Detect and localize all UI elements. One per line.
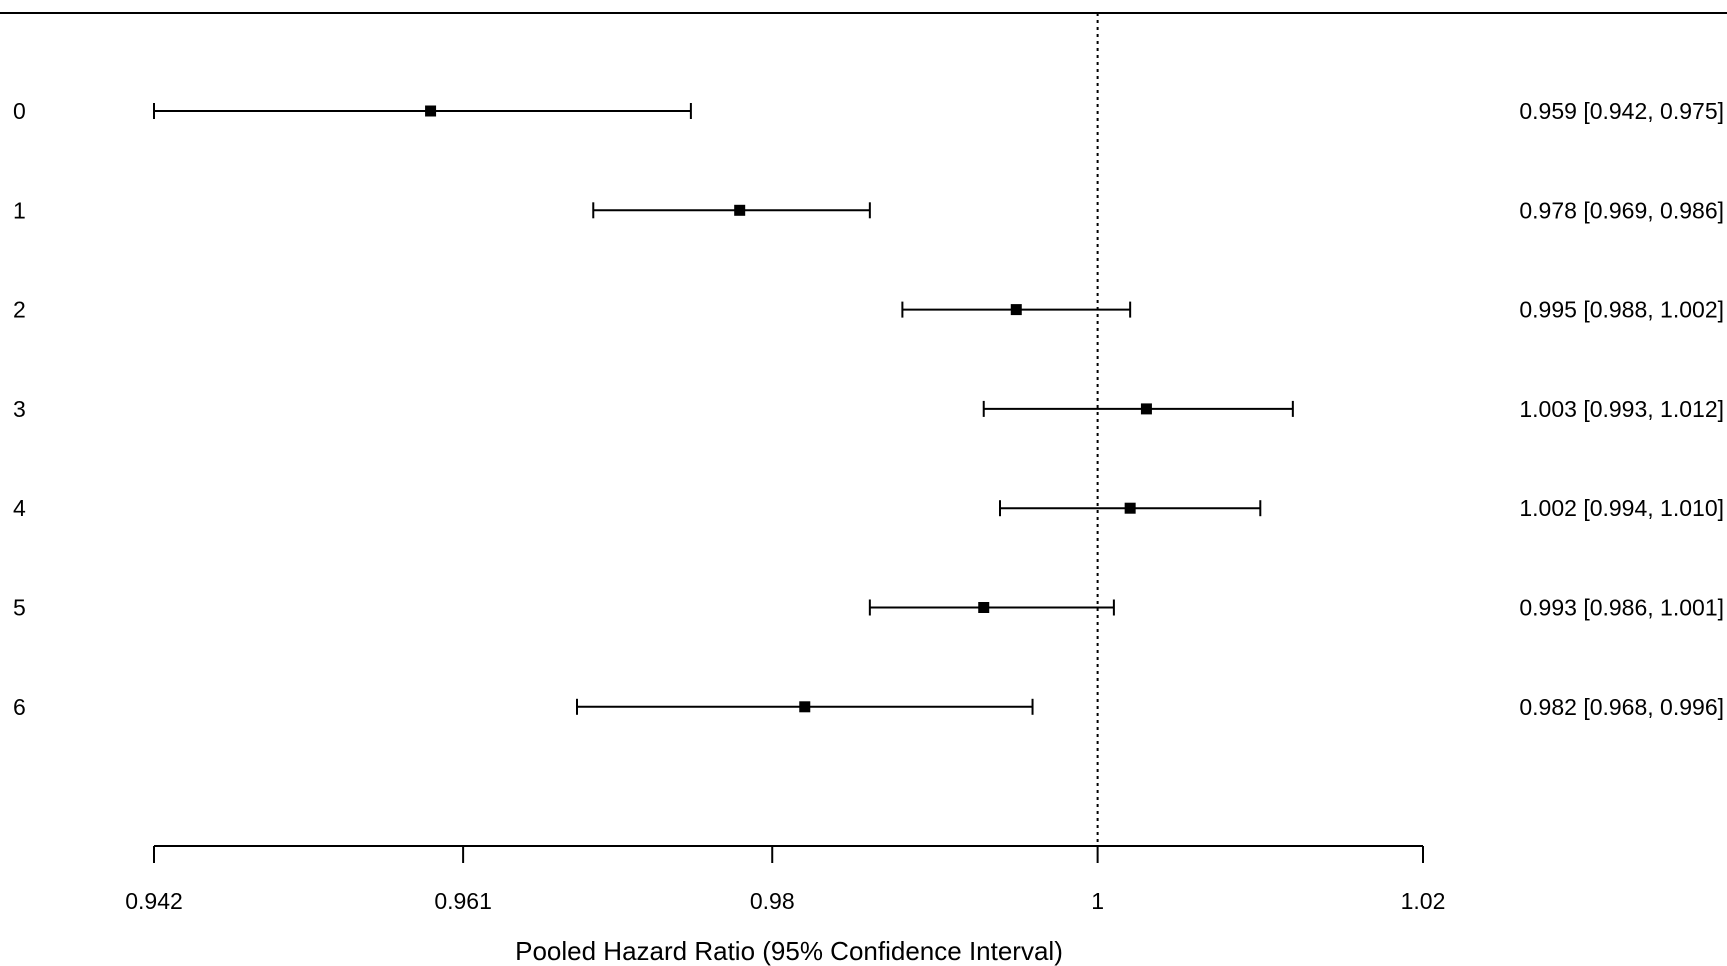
estimate-point xyxy=(425,105,437,117)
x-tick-label: 0.98 xyxy=(750,888,795,914)
row-label: 5 xyxy=(13,595,26,621)
estimate-text: 0.995 [0.988, 1.002] xyxy=(1519,297,1724,323)
forest-row: 0 0.959 [0.942, 0.975] xyxy=(13,98,1724,124)
forest-row: 3 1.003 [0.993, 1.012] xyxy=(13,396,1724,422)
estimate-text: 1.002 [0.994, 1.010] xyxy=(1519,495,1724,521)
x-tick-label: 1 xyxy=(1091,888,1104,914)
x-tick-label: 0.961 xyxy=(434,888,492,914)
estimate-point xyxy=(734,204,746,216)
estimate-point xyxy=(799,701,811,713)
forest-row: 4 1.002 [0.994, 1.010] xyxy=(13,495,1724,521)
estimate-text: 0.993 [0.986, 1.001] xyxy=(1519,595,1724,621)
row-label: 6 xyxy=(13,694,26,720)
rows-group: 0 0.959 [0.942, 0.975] 1 0.978 [0.969, 0.98… xyxy=(13,98,1724,720)
forest-row: 2 0.995 [0.988, 1.002] xyxy=(13,297,1724,323)
x-axis-label: Pooled Hazard Ratio (95% Confidence Inte… xyxy=(515,936,1063,966)
estimate-point xyxy=(978,602,990,613)
estimate-text: 1.003 [0.993, 1.012] xyxy=(1519,396,1724,422)
row-label: 4 xyxy=(13,495,26,521)
forest-row: 5 0.993 [0.986, 1.001] xyxy=(13,595,1724,621)
x-axis: 0.942 0.961 0.98 1 1.02 xyxy=(125,845,1446,914)
x-tick-label: 0.942 xyxy=(125,888,183,914)
row-label: 3 xyxy=(13,396,26,422)
row-label: 0 xyxy=(13,98,26,124)
estimate-text: 0.978 [0.969, 0.986] xyxy=(1519,197,1724,223)
estimate-text: 0.982 [0.968, 0.996] xyxy=(1519,694,1724,720)
estimate-point xyxy=(1124,502,1136,514)
x-tick-label: 1.02 xyxy=(1401,888,1446,914)
estimate-point xyxy=(1140,403,1152,415)
row-label: 2 xyxy=(13,297,26,323)
forest-row: 1 0.978 [0.969, 0.986] xyxy=(13,197,1724,223)
row-label: 1 xyxy=(13,197,26,223)
forest-row: 6 0.982 [0.968, 0.996] xyxy=(13,694,1724,720)
estimate-point xyxy=(1010,304,1022,316)
estimate-text: 0.959 [0.942, 0.975] xyxy=(1519,98,1724,124)
